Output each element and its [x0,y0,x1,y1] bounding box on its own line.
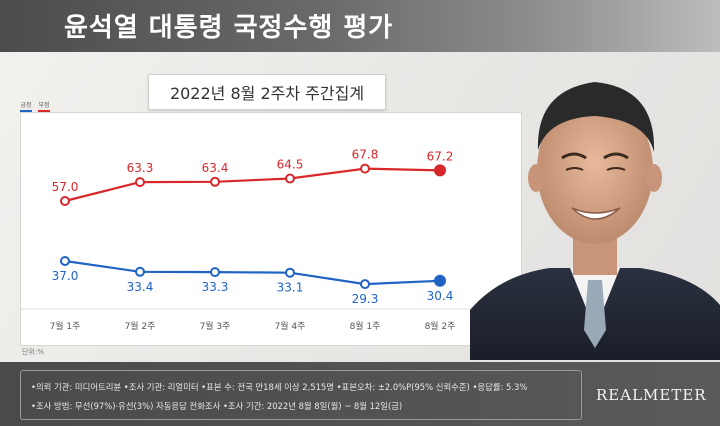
legend-item-positive: 긍정 [20,100,32,113]
data-label-positive: 29.3 [352,292,379,306]
unit-label: 단위:% [22,348,44,356]
data-point-negative [60,196,70,206]
series-line-positive [64,259,441,286]
data-label-positive: 33.4 [127,280,154,294]
data-label-positive: 30.4 [427,289,454,303]
data-point-negative [210,176,220,187]
president-photo [470,30,720,360]
legend-swatch-negative [38,110,50,113]
chart-legend: 긍정 부정 [20,100,50,113]
legend-swatch-positive [20,110,32,113]
data-label-negative: 63.4 [202,161,229,175]
data-point-positive [360,279,370,290]
data-point-positive [135,266,145,277]
series-line-negative [64,167,441,203]
survey-info-line-1: •의뢰 기관: 미디어트리뷴 •조사 기관: 리얼미터 •표본 수: 전국 만1… [31,382,528,392]
data-point-positive [60,256,70,266]
data-point-positive [434,274,446,287]
data-label-positive: 33.1 [277,281,304,295]
data-label-positive: 33.3 [202,280,229,294]
legend-label-negative: 부정 [38,102,50,109]
data-label-positive: 37.0 [52,269,79,283]
x-tick-label: 8월 2주 [425,320,456,332]
data-point-negative [434,164,446,177]
data-label-negative: 64.5 [277,158,304,172]
data-label-negative: 57.0 [52,180,79,194]
x-tick-label: 7월 4주 [275,320,306,332]
chart-panel [20,112,522,346]
x-tick-label: 7월 3주 [200,320,231,332]
data-point-positive [285,267,295,278]
legend-item-negative: 부정 [38,100,50,113]
line-chart: 7월 1주 7월 2주 7월 3주 7월 4주 8월 1주 8월 2주 37.0 33.4 33… [20,148,520,332]
survey-info-line-2: •조사 방법: 무선(97%)·유선(3%) 자동응답 전화조사 •조사 기간:… [31,401,403,411]
realmeter-logo: REALMETER [596,386,707,404]
x-tick-label: 7월 1주 [50,320,81,332]
data-label-negative: 67.2 [427,149,454,163]
data-point-positive [210,267,220,278]
survey-info-footer: •의뢰 기관: 미디어트리뷴 •조사 기관: 리얼미터 •표본 수: 전국 만1… [0,362,720,426]
data-label-negative: 63.3 [127,161,154,175]
chart-subtitle: 2022년 8월 2주차 주간집계 [148,74,386,110]
title-bar: 윤석열 대통령 국정수행 평가 [0,0,720,52]
data-point-negative [285,173,295,184]
x-tick-label: 7월 2주 [125,320,156,332]
data-point-negative [135,177,145,188]
survey-info-box: •의뢰 기관: 미디어트리뷴 •조사 기관: 리얼미터 •표본 수: 전국 만1… [20,370,582,420]
legend-label-positive: 긍정 [20,102,32,109]
data-label-negative: 67.8 [352,148,379,162]
data-point-negative [360,163,370,174]
portrait-illustration [470,82,720,360]
page-title: 윤석열 대통령 국정수행 평가 [64,13,394,43]
x-tick-label: 8월 1주 [350,320,381,332]
